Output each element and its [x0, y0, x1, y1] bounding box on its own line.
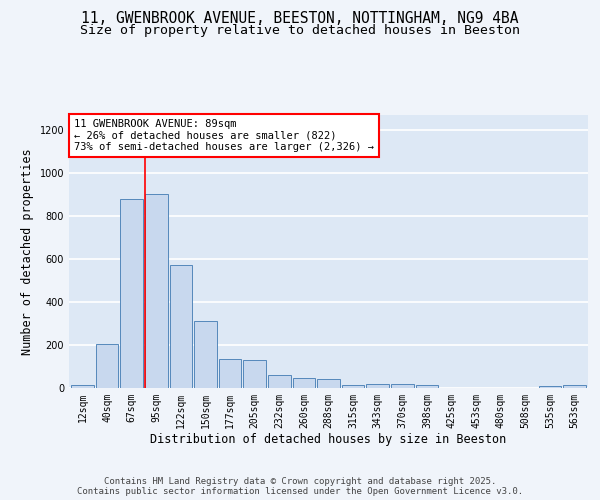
Bar: [71, 386, 94, 388]
Text: Contains HM Land Registry data © Crown copyright and database right 2025.
Contai: Contains HM Land Registry data © Crown c…: [77, 477, 523, 496]
Bar: [317, 379, 340, 388]
Text: 11, GWENBROOK AVENUE, BEESTON, NOTTINGHAM, NG9 4BA: 11, GWENBROOK AVENUE, BEESTON, NOTTINGHA…: [81, 11, 519, 26]
Y-axis label: Number of detached properties: Number of detached properties: [21, 148, 34, 354]
Bar: [539, 386, 561, 388]
Bar: [342, 386, 364, 388]
Bar: [293, 378, 315, 388]
Bar: [244, 360, 266, 388]
X-axis label: Distribution of detached houses by size in Beeston: Distribution of detached houses by size …: [151, 433, 506, 446]
Bar: [367, 384, 389, 388]
Bar: [145, 194, 167, 388]
Bar: [170, 265, 192, 388]
Bar: [391, 384, 413, 388]
Text: 11 GWENBROOK AVENUE: 89sqm
← 26% of detached houses are smaller (822)
73% of sem: 11 GWENBROOK AVENUE: 89sqm ← 26% of deta…: [74, 119, 374, 152]
Bar: [219, 358, 241, 388]
Bar: [194, 321, 217, 388]
Bar: [416, 384, 438, 388]
Bar: [268, 374, 290, 388]
Bar: [121, 198, 143, 388]
Bar: [96, 344, 118, 388]
Bar: [563, 386, 586, 388]
Text: Size of property relative to detached houses in Beeston: Size of property relative to detached ho…: [80, 24, 520, 37]
